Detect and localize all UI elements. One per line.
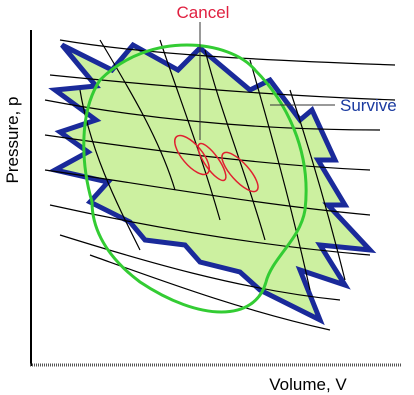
cancel-label: Cancel — [177, 3, 230, 22]
cancel-loops — [174, 134, 259, 193]
y-axis-label: Pressure, p — [3, 97, 22, 184]
survive-label: Survive — [340, 96, 397, 115]
x-axis-label: Volume, V — [269, 375, 347, 394]
boundary-curve — [82, 43, 308, 314]
curves — [44, 39, 396, 331]
survive-region — [47, 41, 377, 326]
